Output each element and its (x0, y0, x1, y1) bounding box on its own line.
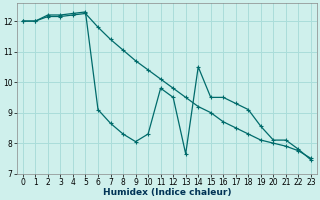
X-axis label: Humidex (Indice chaleur): Humidex (Indice chaleur) (103, 188, 231, 197)
